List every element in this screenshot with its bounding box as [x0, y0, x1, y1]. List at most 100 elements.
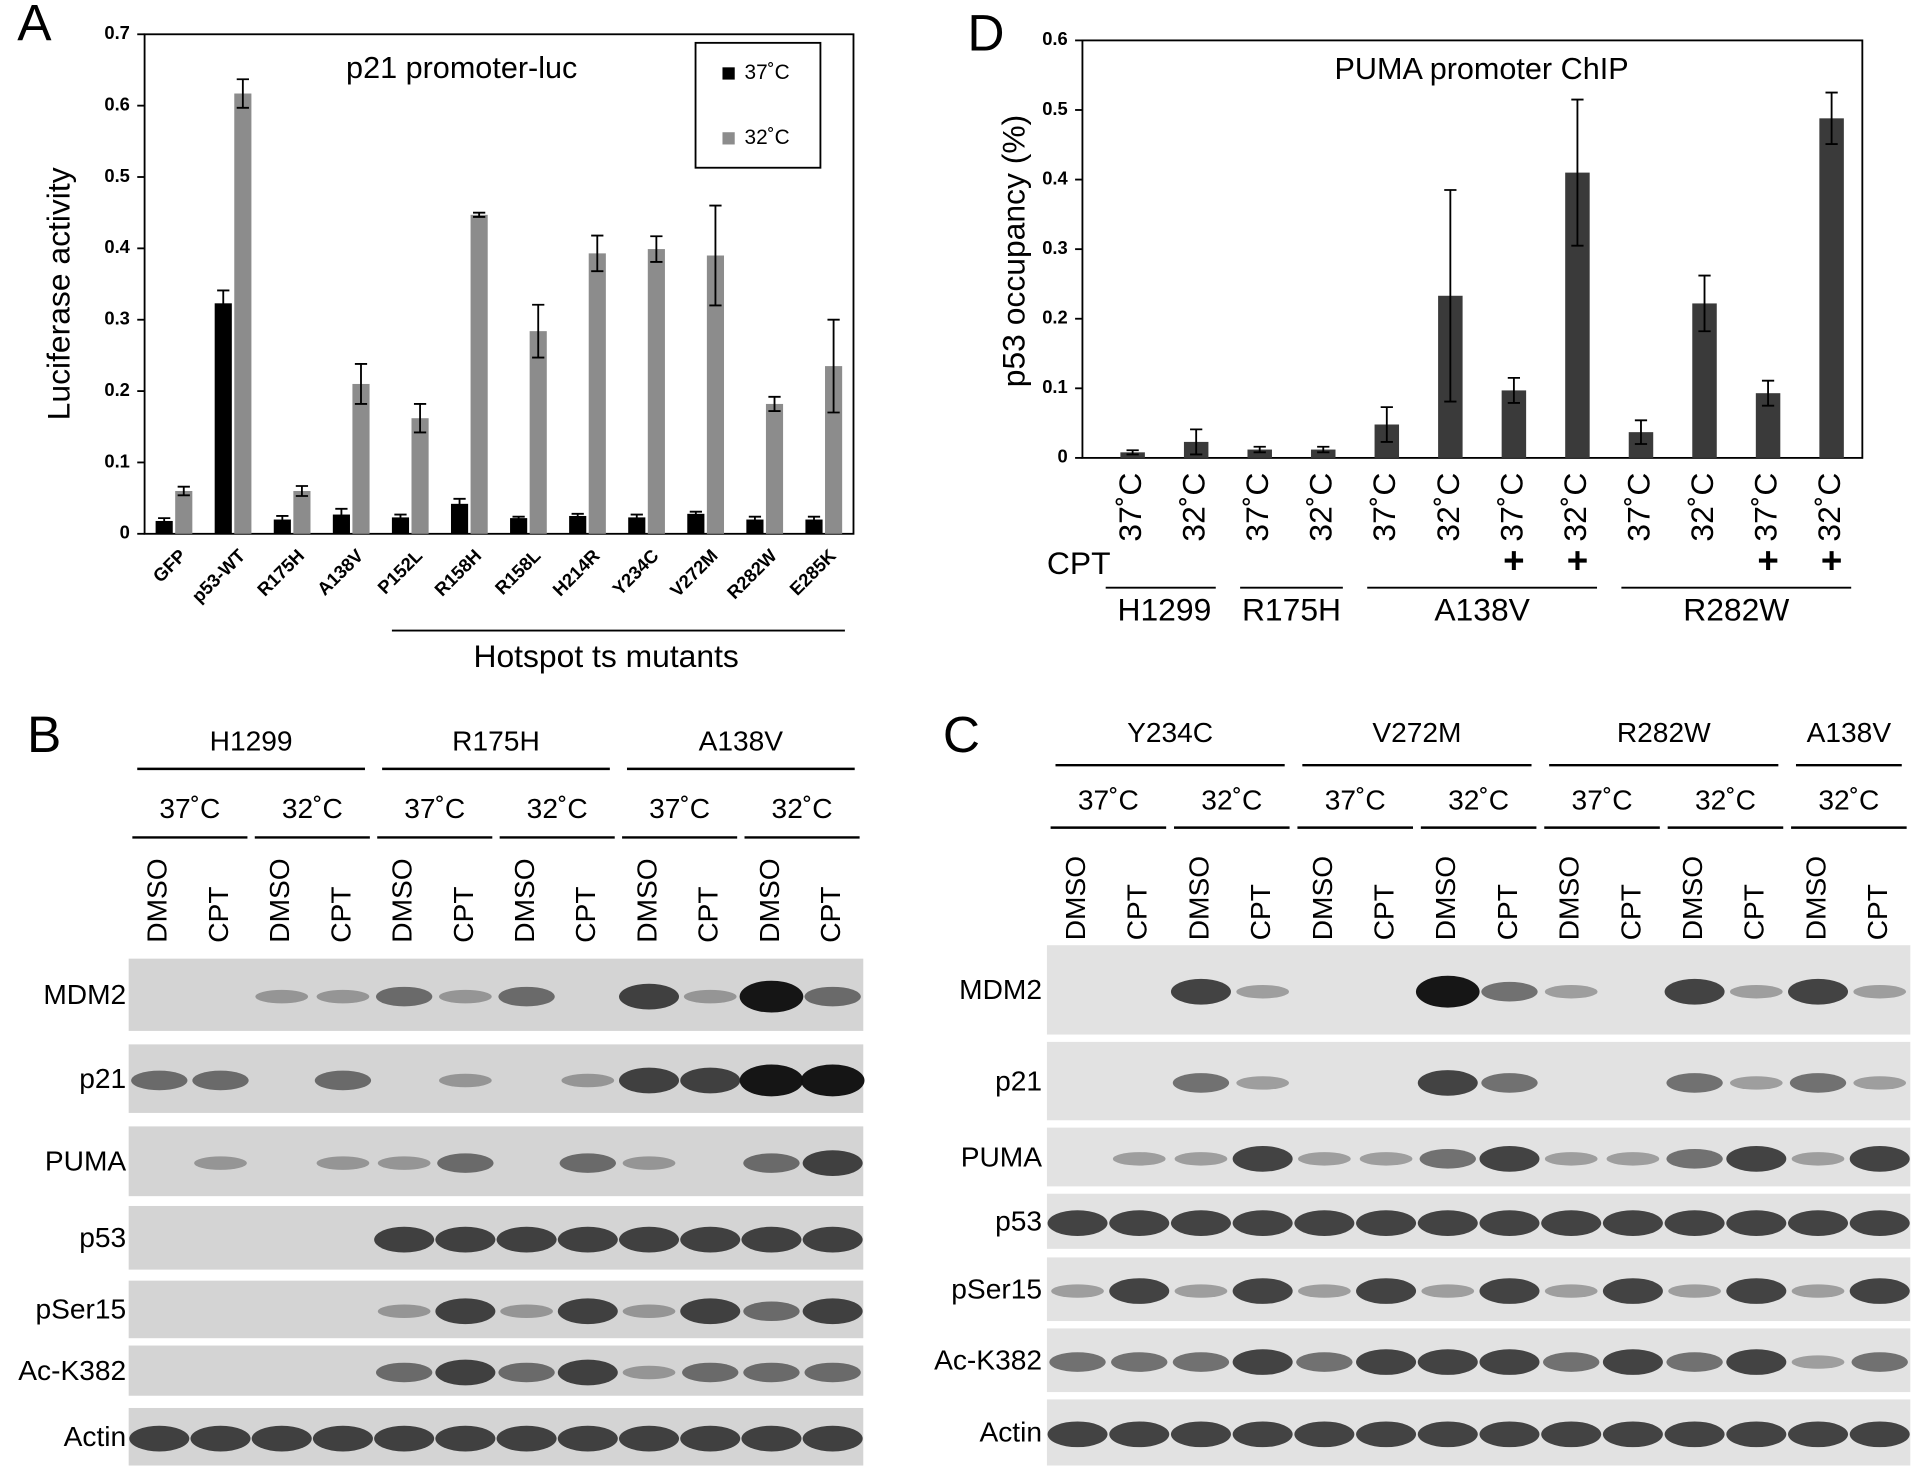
x-tick-label: E285K — [785, 544, 840, 599]
blot-band — [1415, 975, 1480, 1008]
error-bar — [158, 517, 171, 525]
blot-band — [557, 1226, 618, 1253]
plot-frame — [1081, 39, 1864, 459]
error-bar — [1444, 189, 1457, 403]
y-tick-label: 0.1 — [104, 450, 130, 471]
bar — [588, 253, 606, 534]
cell-line-label: V272M — [1372, 717, 1461, 748]
blot-band — [251, 1425, 312, 1452]
blot-band — [1109, 1278, 1170, 1304]
error-bar — [512, 515, 525, 521]
blot-band — [1544, 1152, 1598, 1166]
blot-band — [1606, 1152, 1660, 1166]
blot-band — [1664, 978, 1725, 1005]
bar — [214, 303, 232, 534]
y-tick-label: 0.4 — [104, 236, 130, 257]
blot-band — [1849, 1421, 1910, 1448]
blot-band — [1232, 1349, 1293, 1375]
error-bar — [236, 78, 249, 109]
error-bar — [354, 363, 368, 405]
blot-band — [1170, 978, 1231, 1005]
legend-swatch — [722, 67, 735, 80]
x-tick-label: P152L — [373, 545, 426, 598]
blot-band — [1479, 1145, 1540, 1172]
x-tick-label: 32˚C — [1176, 473, 1212, 542]
treatment-mark: + — [1503, 540, 1524, 581]
blot-band — [1298, 1152, 1351, 1166]
temp-label: 37˚C — [1572, 784, 1633, 815]
blot-band — [1298, 1284, 1351, 1298]
bar — [234, 93, 252, 534]
x-tick-label: 37˚C — [1366, 473, 1402, 542]
blot-band — [1853, 984, 1907, 999]
error-bar — [748, 515, 762, 524]
y-tick-label: 0.2 — [104, 379, 130, 400]
blot-band — [683, 989, 737, 1004]
blot-band — [1851, 1352, 1908, 1372]
x-tick-label: R158H — [430, 545, 485, 600]
error-bar — [650, 235, 663, 263]
temp-label: 37˚C — [404, 793, 465, 824]
blot-band — [1172, 1073, 1230, 1093]
error-bar — [453, 497, 466, 510]
error-bar — [1190, 428, 1203, 456]
blot-band — [1109, 1210, 1170, 1236]
blot-band — [1668, 1284, 1721, 1298]
error-bar — [1634, 419, 1648, 445]
blot-band — [1849, 1278, 1910, 1304]
chart-title: p21 promoter-luc — [346, 51, 577, 85]
error-bar — [709, 204, 722, 307]
group-label: Hotspot ts mutants — [473, 638, 738, 674]
y-tick-label: 0 — [120, 522, 130, 543]
treatment-label: CPT — [1739, 884, 1770, 940]
blot-strip — [128, 1280, 864, 1339]
treatment-label: CPT — [1047, 545, 1111, 581]
treatment-mark: + — [1821, 540, 1842, 581]
bar — [628, 517, 646, 534]
blot-band — [1481, 981, 1538, 1002]
blot-band — [194, 1156, 247, 1170]
bar — [1247, 449, 1272, 458]
blot-band — [1232, 1421, 1293, 1448]
temp-label: 32˚C — [282, 793, 343, 824]
blot-band — [1236, 984, 1289, 999]
blot-band — [1174, 1284, 1228, 1298]
blot-band — [1112, 1152, 1166, 1166]
cell-line-label: A138V — [699, 726, 784, 757]
treatment-label: CPT — [693, 886, 724, 942]
blot-band — [680, 1226, 741, 1253]
bar — [825, 366, 843, 534]
blot-band — [314, 1070, 372, 1091]
blot-band — [1419, 1149, 1476, 1169]
error-bar — [1761, 379, 1775, 407]
blot-band — [1479, 1349, 1540, 1375]
x-tick-label: R282W — [723, 544, 782, 603]
blot-band — [1541, 1210, 1602, 1236]
blot-band — [374, 1226, 435, 1253]
blot-band — [1421, 1284, 1475, 1298]
error-bar — [807, 515, 821, 524]
error-bar — [335, 507, 348, 522]
bar — [450, 503, 469, 534]
blot-band — [496, 1425, 557, 1452]
legend-label: 37˚C — [745, 61, 790, 84]
blot-band — [680, 1298, 741, 1325]
blot-band — [804, 986, 861, 1007]
y-tick-label: 0.5 — [1042, 98, 1068, 119]
blot-band — [1853, 1076, 1907, 1090]
error-bar — [768, 395, 781, 412]
blot-band — [741, 1226, 802, 1253]
blot-band — [1479, 1278, 1540, 1304]
treatment-label: DMSO — [1800, 856, 1831, 940]
blot-band — [743, 1362, 800, 1383]
bar — [529, 331, 547, 534]
x-tick-label: 32˚C — [1684, 473, 1720, 542]
x-tick-label: 32˚C — [1557, 473, 1593, 542]
blot-band — [435, 1298, 496, 1325]
x-tick-label: 32˚C — [1430, 473, 1466, 542]
treatment-label: DMSO — [1677, 856, 1708, 940]
blot-band — [1047, 1421, 1108, 1448]
blot-band — [557, 1298, 618, 1325]
blot-band — [255, 989, 309, 1004]
blot-band — [1047, 1210, 1108, 1236]
